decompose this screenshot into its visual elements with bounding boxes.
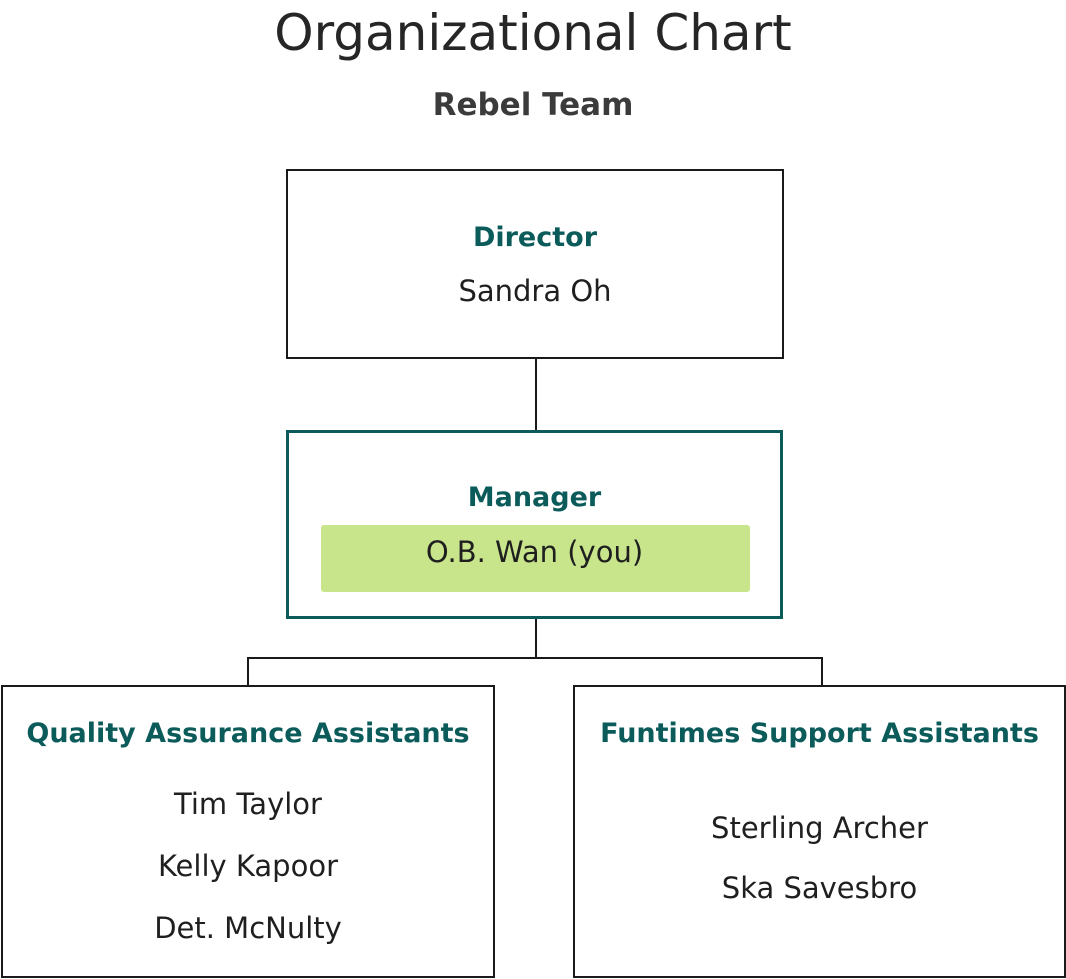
connector-left-team [247, 657, 249, 687]
team-box-quality-assurance: Quality Assurance Assistants Tim Taylor … [1, 685, 495, 978]
connector-director-manager [535, 358, 537, 432]
team-member: Sterling Archer [711, 811, 928, 845]
team-box-funtimes-support: Funtimes Support Assistants Sterling Arc… [573, 685, 1066, 978]
manager-name: O.B. Wan (you) [425, 535, 644, 569]
director-box: Director Sandra Oh [286, 169, 784, 359]
team-member: Kelly Kapoor [157, 849, 338, 883]
team-member: Det. McNulty [154, 911, 342, 945]
connector-horizontal [247, 657, 823, 659]
chart-subtitle: Rebel Team [432, 87, 634, 123]
manager-box: Manager O.B. Wan (you) [286, 430, 783, 619]
team-role: Quality Assurance Assistants [26, 718, 470, 749]
team-member: Ska Savesbro [721, 871, 918, 905]
director-name: Sandra Oh [458, 274, 612, 308]
team-member: Tim Taylor [174, 787, 322, 821]
connector-right-team [821, 657, 823, 687]
manager-role: Manager [467, 482, 602, 513]
connector-manager-down [535, 617, 537, 658]
team-role: Funtimes Support Assistants [600, 718, 1039, 749]
director-role: Director [472, 222, 598, 253]
chart-title: Organizational Chart [274, 4, 792, 62]
current-user-highlight [321, 525, 750, 592]
